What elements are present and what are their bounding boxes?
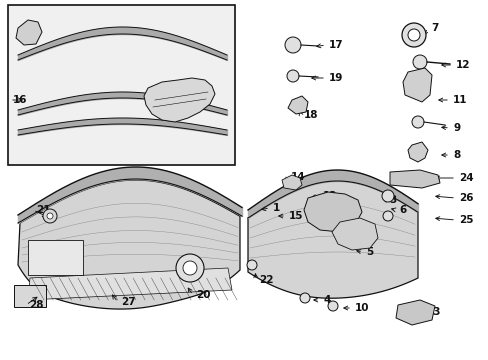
Text: 21: 21	[36, 205, 50, 215]
Circle shape	[407, 29, 419, 41]
Circle shape	[412, 55, 426, 69]
Polygon shape	[28, 268, 231, 300]
Bar	[28, 240, 83, 275]
Text: 11: 11	[452, 95, 467, 105]
Polygon shape	[407, 142, 427, 162]
Text: 6: 6	[398, 205, 406, 215]
Text: 22: 22	[259, 275, 273, 285]
Polygon shape	[247, 181, 417, 298]
Circle shape	[381, 190, 393, 202]
Polygon shape	[304, 192, 361, 232]
Text: 12: 12	[455, 60, 469, 70]
Polygon shape	[16, 20, 42, 45]
Text: 9: 9	[452, 123, 459, 133]
Circle shape	[286, 70, 298, 82]
Circle shape	[183, 261, 197, 275]
Text: 15: 15	[288, 211, 303, 221]
Text: 2: 2	[348, 215, 356, 225]
Polygon shape	[395, 300, 434, 325]
Text: 14: 14	[290, 172, 305, 182]
Text: 3: 3	[388, 195, 395, 205]
Circle shape	[176, 254, 203, 282]
Circle shape	[299, 293, 309, 303]
Circle shape	[285, 37, 301, 53]
Polygon shape	[287, 96, 307, 114]
Text: 10: 10	[354, 303, 369, 313]
Circle shape	[382, 211, 392, 221]
Text: 23: 23	[425, 307, 440, 317]
Circle shape	[47, 213, 53, 219]
Text: 8: 8	[452, 150, 459, 160]
Circle shape	[43, 209, 57, 223]
Polygon shape	[18, 180, 240, 309]
Text: 4: 4	[323, 295, 330, 305]
Text: 18: 18	[304, 110, 318, 120]
Polygon shape	[402, 68, 431, 102]
Text: 24: 24	[458, 173, 473, 183]
Text: 25: 25	[458, 215, 472, 225]
Text: 27: 27	[121, 297, 135, 307]
Bar	[14, 285, 46, 307]
Text: 5: 5	[365, 247, 372, 257]
Polygon shape	[331, 218, 377, 250]
Circle shape	[401, 23, 425, 47]
Text: 16: 16	[13, 95, 27, 105]
Text: 17: 17	[328, 40, 343, 50]
Text: 1: 1	[272, 203, 280, 213]
Circle shape	[327, 301, 337, 311]
Text: 19: 19	[328, 73, 343, 83]
Bar	[8, 5, 235, 165]
Circle shape	[411, 116, 423, 128]
Text: 20: 20	[196, 290, 210, 300]
Text: 13: 13	[323, 191, 337, 201]
Polygon shape	[143, 78, 215, 122]
Polygon shape	[389, 170, 439, 188]
Text: 28: 28	[29, 300, 43, 310]
Text: 7: 7	[430, 23, 437, 33]
Polygon shape	[282, 175, 302, 190]
Text: 26: 26	[458, 193, 472, 203]
Circle shape	[246, 260, 257, 270]
